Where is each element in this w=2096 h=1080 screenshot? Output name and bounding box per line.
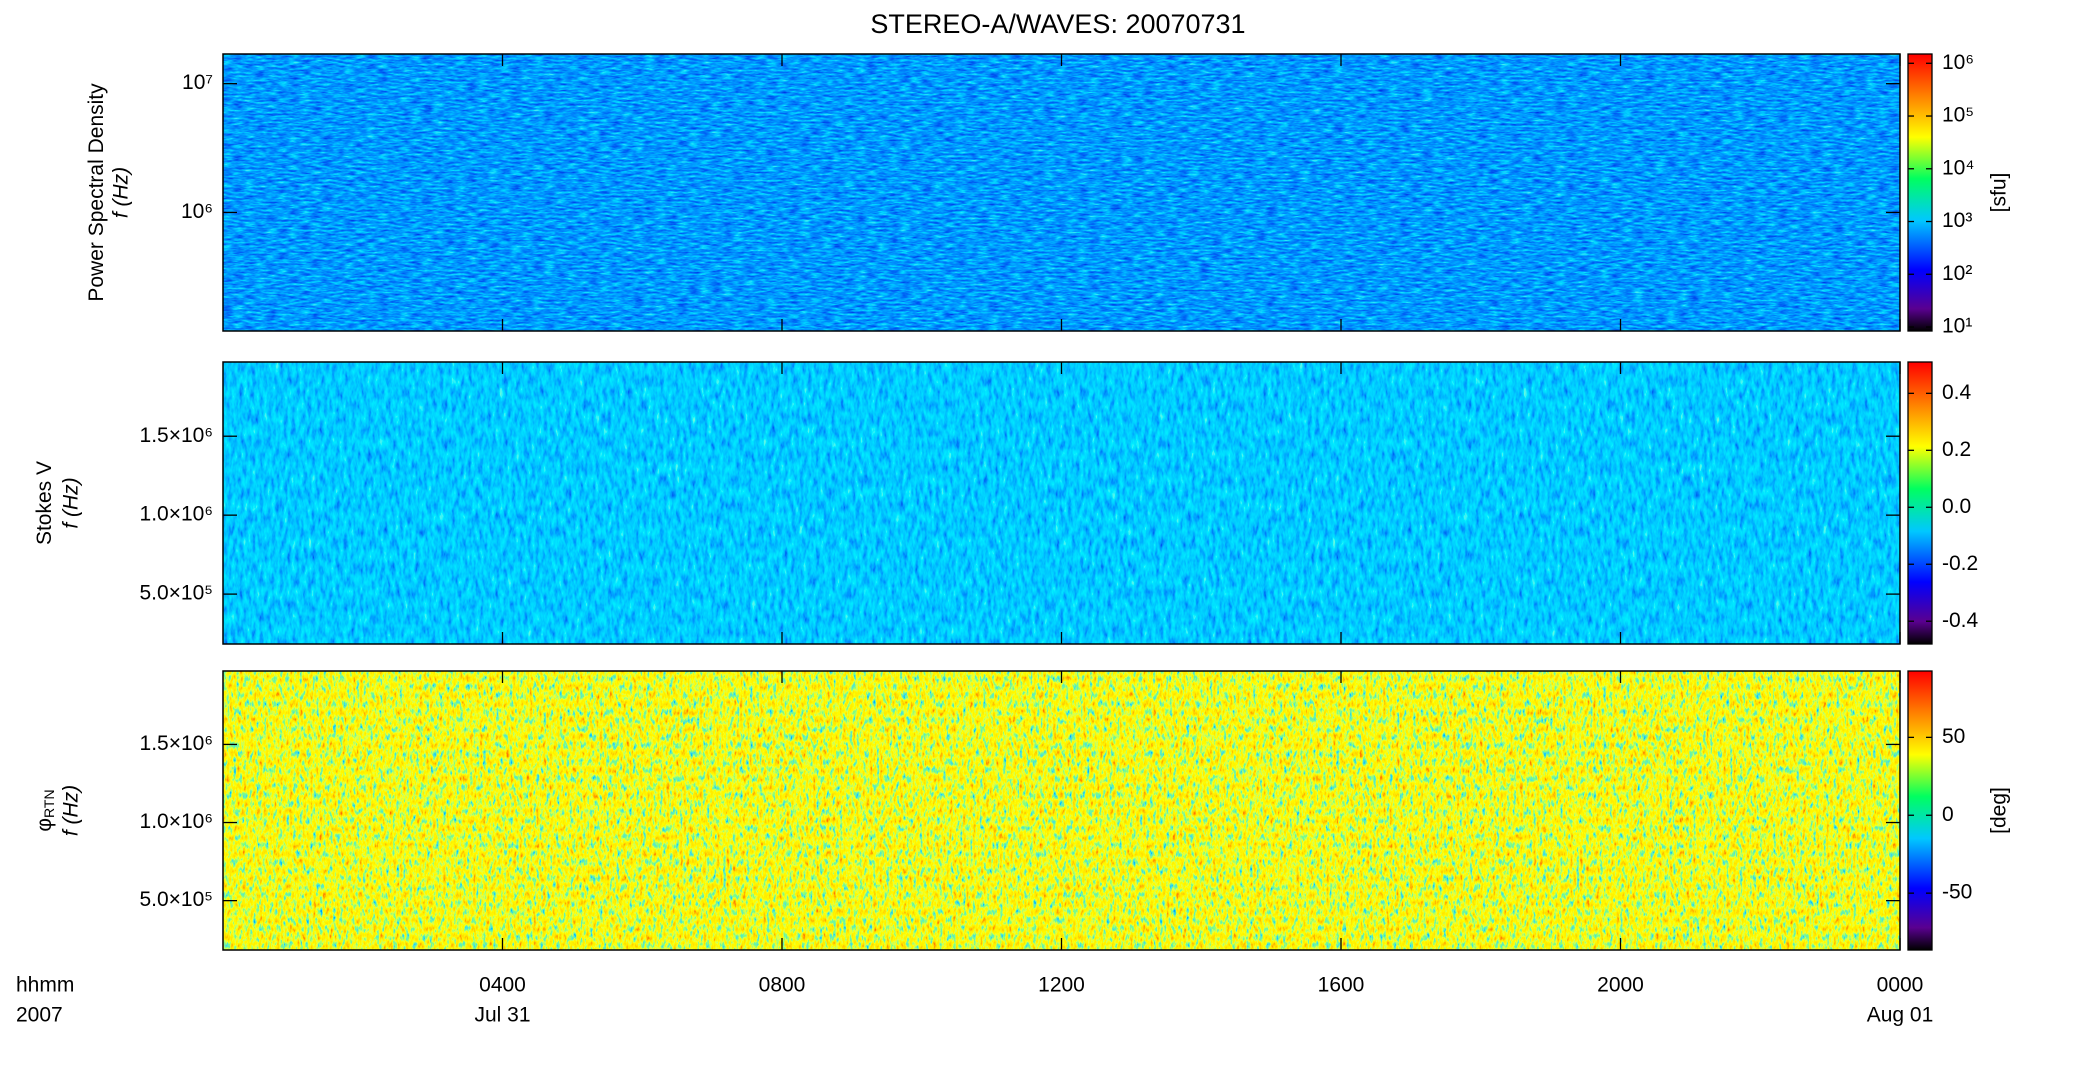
y-tick-label: 10⁶	[181, 200, 213, 223]
y-axis-label-sub: RTN	[41, 789, 57, 818]
y-axis-label-2: f (Hz)	[60, 477, 83, 528]
colorbar-tick-label: -0.2	[1942, 552, 1978, 575]
x-tick-label: 1200	[1038, 974, 1085, 997]
colorbar-tick-label: 0.0	[1942, 495, 1971, 518]
colorbar	[1907, 361, 1933, 645]
x-date-label: Aug 01	[1867, 1004, 1934, 1027]
colorbar-tick-label: 10⁶	[1942, 51, 1974, 74]
colorbar-tick-label: 10¹	[1942, 315, 1972, 338]
spectrogram	[223, 671, 1900, 950]
colorbar-tick-label: 10³	[1942, 209, 1972, 232]
y-tick-label: 1.5×10⁶	[140, 732, 213, 755]
x-tick-label: 0400	[479, 974, 526, 997]
y-axis-label-2: f (Hz)	[110, 167, 133, 218]
colorbar-tick-label: 10²	[1942, 262, 1972, 285]
x-tick-label: 1600	[1318, 974, 1365, 997]
colorbar-tick-label: -0.4	[1942, 609, 1979, 632]
y-tick-label: 1.0×10⁶	[140, 810, 213, 833]
colorbar	[1907, 53, 1933, 332]
y-axis-label: Stokes V	[33, 461, 56, 545]
spectrogram	[223, 362, 1900, 644]
x-tick-label: 0000	[1877, 974, 1924, 997]
y-axis-label-2: f (Hz)	[60, 785, 83, 836]
y-axis-label: φRTN	[33, 789, 57, 831]
x-tick-label: 0800	[759, 974, 806, 997]
x-tick-label: 2000	[1597, 974, 1644, 997]
y-axis-label: Power Spectral Density	[85, 83, 108, 302]
colorbar-tick-label: 10⁴	[1942, 156, 1974, 179]
year-label: 2007	[16, 1004, 63, 1027]
y-axis-label-main: Power Spectral Density	[85, 83, 108, 302]
colorbar-label: [deg]	[1988, 787, 2011, 834]
y-tick-label: 1.0×10⁶	[140, 503, 213, 526]
y-axis-label-main: Stokes V	[33, 461, 56, 545]
colorbar-tick-label: 0.4	[1942, 381, 1972, 404]
y-tick-label: 1.5×10⁶	[140, 424, 213, 447]
chart-title: STEREO-A/WAVES: 20070731	[870, 9, 1245, 39]
colorbar-tick-label: 50	[1942, 725, 1965, 748]
x-axis-label: hhmm	[16, 974, 74, 997]
colorbar-tick-label: 0.2	[1942, 438, 1971, 461]
colorbar-label: [sfu]	[1988, 173, 2011, 213]
colorbar	[1907, 670, 1933, 951]
y-tick-label: 10⁷	[182, 71, 213, 94]
y-tick-label: 5.0×10⁵	[139, 582, 213, 605]
colorbar-tick-label: 0	[1942, 803, 1954, 826]
colorbar-tick-label: 10⁵	[1942, 104, 1974, 127]
y-axis-label-main: φ	[33, 818, 56, 832]
spectrogram	[223, 54, 1900, 331]
colorbar-tick-label: -50	[1942, 881, 1972, 904]
x-date-label: Jul 31	[474, 1004, 530, 1027]
y-tick-label: 5.0×10⁵	[139, 888, 213, 911]
